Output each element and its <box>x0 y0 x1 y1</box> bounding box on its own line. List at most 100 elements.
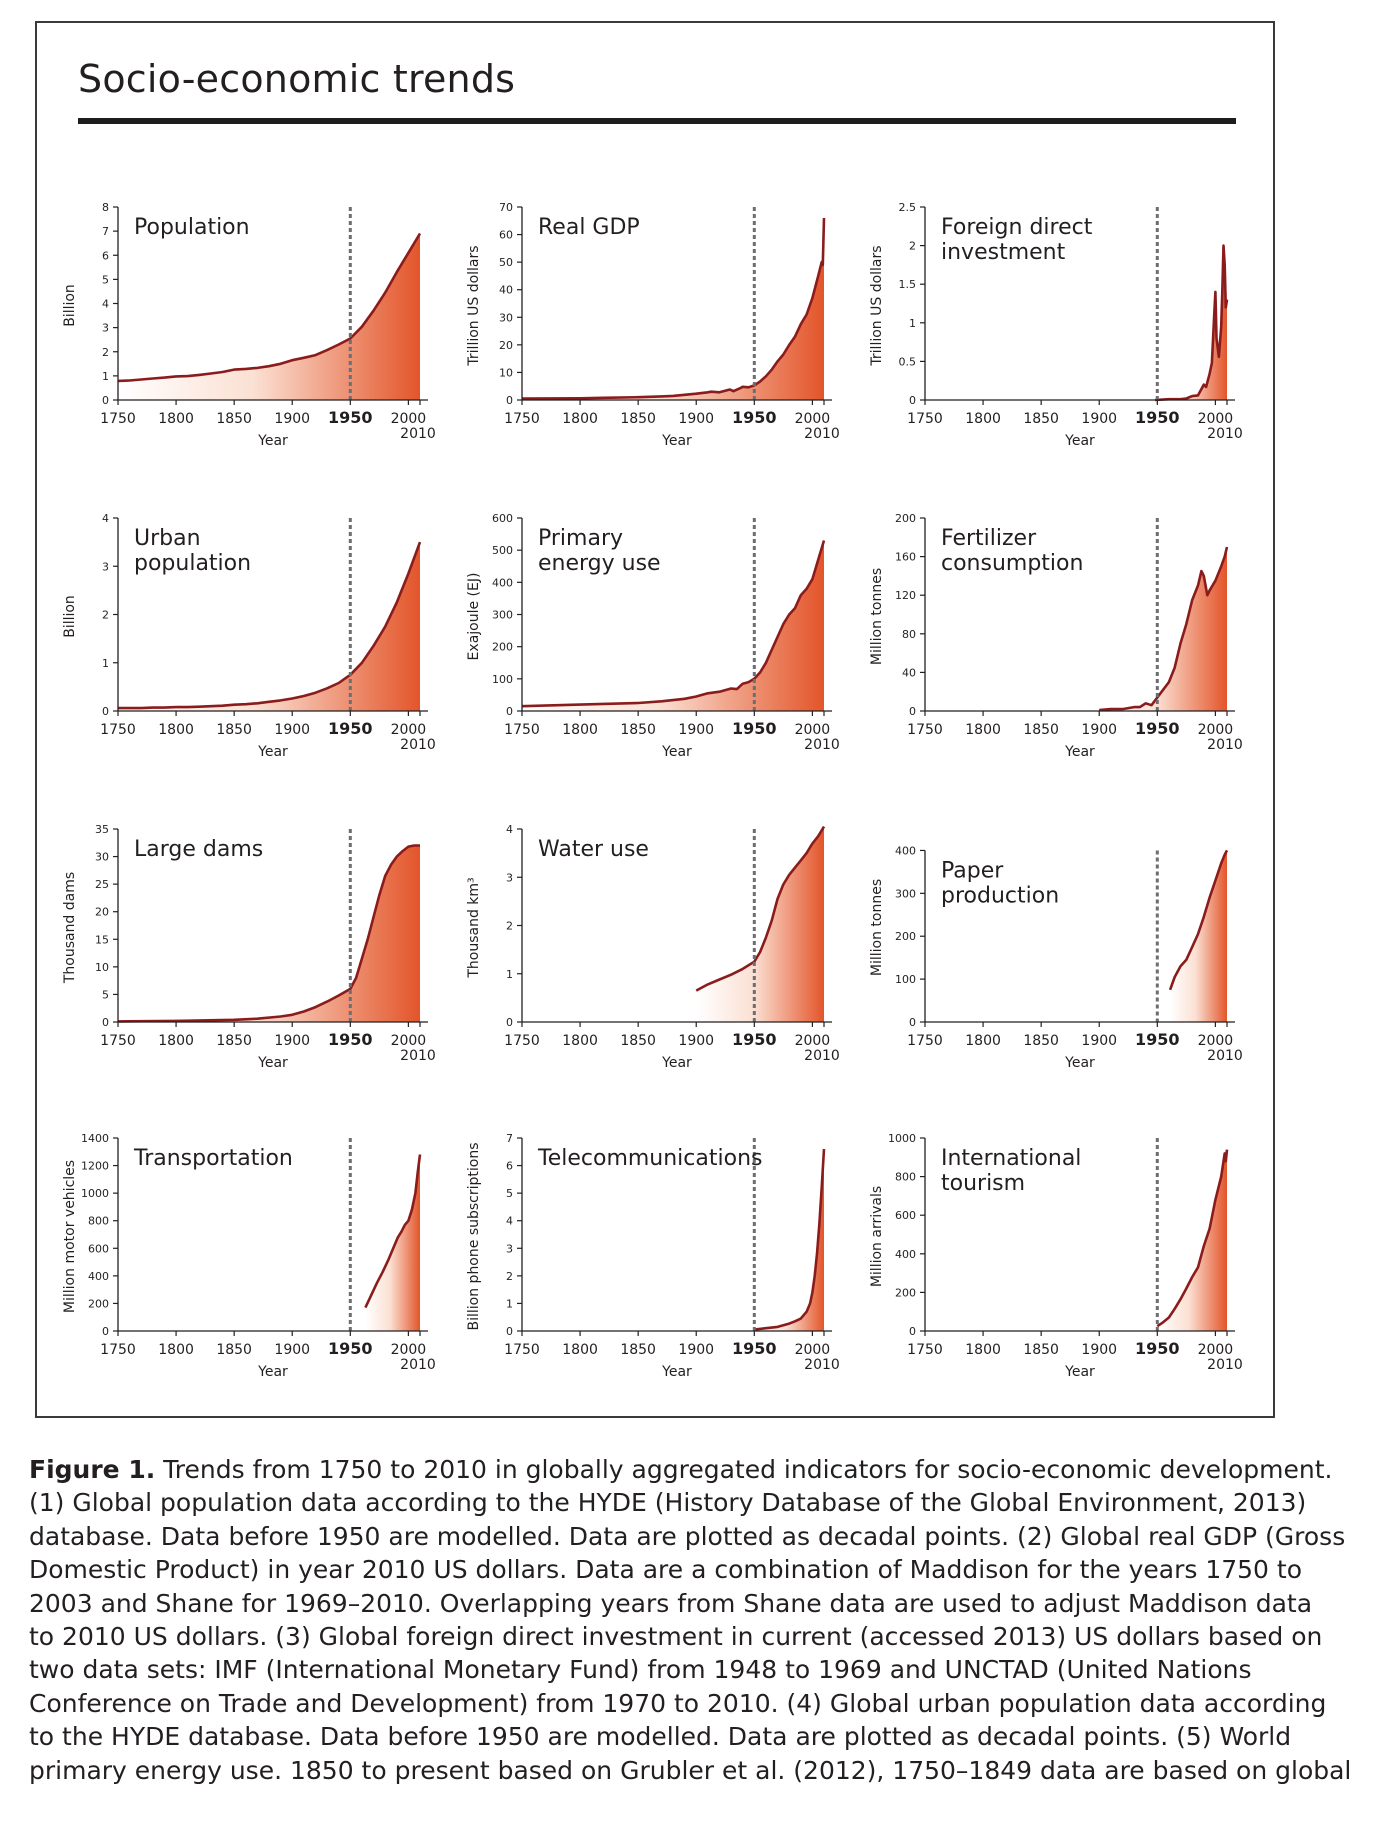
y-tick-label: 0 <box>506 394 513 407</box>
x-tick-label: 1800 <box>158 1342 194 1358</box>
panel-title: Paper <box>941 858 1004 883</box>
x-tick-label: 1800 <box>965 1342 1001 1358</box>
y-tick-label: 600 <box>895 1209 916 1222</box>
x-tick-label: 2000 <box>1198 1342 1234 1358</box>
y-tick-label: 5 <box>506 1187 513 1200</box>
y-tick-label: 2 <box>102 346 109 359</box>
y-axis-title: Thousand km³ <box>466 877 482 978</box>
y-tick-label: 0 <box>102 705 109 718</box>
x-axis-title: Year <box>257 433 288 449</box>
panel-title: Water use <box>538 837 649 862</box>
y-tick-label: 3 <box>506 1242 513 1255</box>
x-tick-label: 1900 <box>678 1033 714 1049</box>
y-tick-label: 1 <box>102 370 109 383</box>
x-tick-label: 2000 <box>391 722 427 738</box>
caption-line: Domestic Product) in year 2010 US dollar… <box>29 1555 1303 1585</box>
caption-line: 2003 and Shane for 1969–2010. Overlappin… <box>29 1588 1313 1618</box>
series-area <box>1170 850 1227 1022</box>
panel-title: Real GDP <box>538 215 640 240</box>
y-tick-label: 0 <box>102 1016 109 1029</box>
y-tick-label: 35 <box>95 823 109 836</box>
panel-title: International <box>941 1146 1081 1171</box>
y-tick-label: 4 <box>506 1215 513 1228</box>
x-tick-label: 1900 <box>1081 1342 1117 1358</box>
x-end-label: 2010 <box>804 1048 840 1064</box>
chart-panel-foreign-direct-investment: 0 0.5 1 1.5 2 2.5 1750 1800 1850 1900 1950 20002010… <box>869 201 1243 449</box>
x-tick-label-1950: 1950 <box>1135 408 1180 427</box>
x-tick-label: 1850 <box>620 1033 656 1049</box>
y-tick-label: 7 <box>506 1132 513 1145</box>
panel-title: Primary <box>538 526 623 551</box>
x-end-label: 2010 <box>1207 1048 1243 1064</box>
y-tick-label: 1 <box>506 1297 513 1310</box>
y-tick-label: 100 <box>895 973 916 986</box>
x-tick-label: 1800 <box>158 411 194 427</box>
x-tick-label-1950: 1950 <box>328 719 373 738</box>
y-tick-label: 3 <box>102 322 109 335</box>
panel-title: Telecommunications <box>537 1146 762 1171</box>
x-tick-label: 1850 <box>620 722 656 738</box>
y-axis-title: Million tonnes <box>869 568 885 665</box>
x-tick-label-1950: 1950 <box>328 1339 373 1358</box>
x-tick-label: 2000 <box>795 1342 831 1358</box>
x-end-label: 2010 <box>804 1357 840 1373</box>
x-tick-label: 2000 <box>795 1033 831 1049</box>
y-tick-label: 10 <box>499 366 513 379</box>
x-tick-label: 1850 <box>1023 411 1059 427</box>
y-tick-label: 20 <box>499 339 513 352</box>
x-tick-label-1950: 1950 <box>732 1030 777 1049</box>
series-area <box>696 826 824 1022</box>
x-tick-label: 1750 <box>100 411 136 427</box>
y-tick-label: 1 <box>909 317 916 330</box>
y-tick-label: 4 <box>506 823 513 836</box>
x-tick-label: 1850 <box>216 1033 252 1049</box>
series-area <box>754 1149 824 1331</box>
x-tick-label: 1900 <box>274 411 310 427</box>
x-tick-label: 1850 <box>216 722 252 738</box>
series-area <box>118 233 420 400</box>
y-tick-label: 4 <box>102 512 109 525</box>
series-area <box>522 540 824 711</box>
y-tick-label: 300 <box>492 609 513 622</box>
x-tick-label: 1900 <box>678 411 714 427</box>
x-end-label: 2010 <box>804 737 840 753</box>
y-tick-label: 800 <box>88 1215 109 1228</box>
panel-title: Large dams <box>134 837 263 862</box>
x-end-label: 2010 <box>1207 1357 1243 1373</box>
x-tick-label: 2000 <box>795 722 831 738</box>
x-axis-title: Year <box>661 1364 692 1380</box>
y-tick-label: 0 <box>102 394 109 407</box>
x-axis-title: Year <box>661 433 692 449</box>
y-tick-label: 50 <box>499 256 513 269</box>
y-tick-label: 30 <box>499 311 513 324</box>
y-tick-label: 200 <box>895 930 916 943</box>
y-tick-label: 10 <box>95 961 109 974</box>
y-tick-label: 160 <box>895 551 916 564</box>
y-tick-label: 120 <box>895 589 916 602</box>
y-tick-label: 600 <box>492 512 513 525</box>
y-axis-title: Billion <box>62 595 78 638</box>
series-area <box>118 845 420 1022</box>
caption-line: (1) Global population data according to … <box>29 1488 1307 1518</box>
series-line <box>1154 244 1229 402</box>
y-tick-label: 1000 <box>888 1132 916 1145</box>
x-tick-label-1950: 1950 <box>732 719 777 738</box>
y-axis-title: Million arrivals <box>869 1186 885 1287</box>
figure-frame <box>35 21 1275 1418</box>
y-tick-label: 5 <box>102 273 109 286</box>
y-tick-label: 1000 <box>81 1187 109 1200</box>
panel-title: investment <box>941 240 1066 265</box>
x-tick-label-1950: 1950 <box>1135 1030 1180 1049</box>
series-area <box>1099 547 1227 711</box>
caption-line: two data sets: IMF (International Moneta… <box>29 1655 1252 1685</box>
x-end-label: 2010 <box>400 1048 436 1064</box>
x-tick-label: 1850 <box>216 1342 252 1358</box>
y-tick-label: 70 <box>499 201 513 214</box>
y-tick-label: 8 <box>102 201 109 214</box>
series-line <box>695 825 826 992</box>
panel-title: Fertilizer <box>941 526 1037 551</box>
y-tick-label: 0 <box>506 1325 513 1338</box>
y-tick-label: 40 <box>902 666 916 679</box>
x-tick-label: 1750 <box>100 1033 136 1049</box>
x-tick-label: 1750 <box>100 722 136 738</box>
